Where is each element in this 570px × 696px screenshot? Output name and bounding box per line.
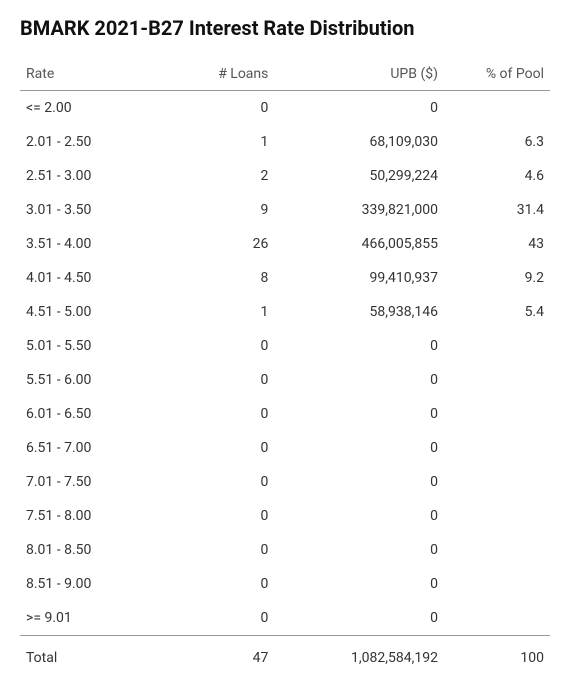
table-row: <= 2.00 0 0 xyxy=(20,91,550,126)
total-pct: 100 xyxy=(444,636,550,681)
cell-pct: 6.3 xyxy=(444,125,550,159)
cell-pct xyxy=(444,499,550,533)
cell-pct xyxy=(444,465,550,499)
cell-rate: 6.51 - 7.00 xyxy=(20,431,168,465)
cell-loans: 0 xyxy=(168,329,274,363)
cell-upb: 0 xyxy=(274,499,444,533)
table-row: 5.51 - 6.00 0 0 xyxy=(20,363,550,397)
table-row: 7.01 - 7.50 0 0 xyxy=(20,465,550,499)
table-header-row: Rate # Loans UPB ($) % of Pool xyxy=(20,58,550,91)
page-title: BMARK 2021-B27 Interest Rate Distributio… xyxy=(20,16,550,40)
table-row: 8.01 - 8.50 0 0 xyxy=(20,533,550,567)
total-label: Total xyxy=(20,636,168,681)
cell-pct xyxy=(444,567,550,601)
cell-upb: 0 xyxy=(274,329,444,363)
cell-pct xyxy=(444,601,550,636)
cell-pct: 4.6 xyxy=(444,159,550,193)
cell-rate: 8.01 - 8.50 xyxy=(20,533,168,567)
cell-upb: 0 xyxy=(274,431,444,465)
cell-rate: 2.51 - 3.00 xyxy=(20,159,168,193)
col-header-rate: Rate xyxy=(20,58,168,91)
cell-upb: 99,410,937 xyxy=(274,261,444,295)
table-row: 6.01 - 6.50 0 0 xyxy=(20,397,550,431)
cell-upb: 0 xyxy=(274,465,444,499)
cell-loans: 8 xyxy=(168,261,274,295)
table-total-row: Total 47 1,082,584,192 100 xyxy=(20,636,550,681)
cell-pct xyxy=(444,397,550,431)
cell-loans: 0 xyxy=(168,533,274,567)
cell-rate: 2.01 - 2.50 xyxy=(20,125,168,159)
cell-loans: 0 xyxy=(168,465,274,499)
cell-loans: 1 xyxy=(168,125,274,159)
table-row: 7.51 - 8.00 0 0 xyxy=(20,499,550,533)
table-row: 2.51 - 3.00 2 50,299,224 4.6 xyxy=(20,159,550,193)
total-upb: 1,082,584,192 xyxy=(274,636,444,681)
table-row: 4.01 - 4.50 8 99,410,937 9.2 xyxy=(20,261,550,295)
cell-loans: 0 xyxy=(168,397,274,431)
table-row: 6.51 - 7.00 0 0 xyxy=(20,431,550,465)
cell-upb: 0 xyxy=(274,601,444,636)
cell-rate: 4.01 - 4.50 xyxy=(20,261,168,295)
cell-loans: 26 xyxy=(168,227,274,261)
cell-rate: 7.01 - 7.50 xyxy=(20,465,168,499)
cell-rate: 7.51 - 8.00 xyxy=(20,499,168,533)
cell-loans: 0 xyxy=(168,91,274,126)
cell-upb: 0 xyxy=(274,533,444,567)
cell-pct xyxy=(444,431,550,465)
table-row: 5.01 - 5.50 0 0 xyxy=(20,329,550,363)
cell-loans: 0 xyxy=(168,431,274,465)
cell-loans: 0 xyxy=(168,363,274,397)
table-row: 2.01 - 2.50 1 68,109,030 6.3 xyxy=(20,125,550,159)
cell-upb: 0 xyxy=(274,91,444,126)
col-header-loans: # Loans xyxy=(168,58,274,91)
cell-rate: 5.51 - 6.00 xyxy=(20,363,168,397)
cell-loans: 1 xyxy=(168,295,274,329)
col-header-pct: % of Pool xyxy=(444,58,550,91)
cell-pct xyxy=(444,329,550,363)
table-row: 8.51 - 9.00 0 0 xyxy=(20,567,550,601)
cell-rate: 5.01 - 5.50 xyxy=(20,329,168,363)
cell-upb: 50,299,224 xyxy=(274,159,444,193)
cell-upb: 58,938,146 xyxy=(274,295,444,329)
cell-pct: 9.2 xyxy=(444,261,550,295)
col-header-upb: UPB ($) xyxy=(274,58,444,91)
cell-loans: 0 xyxy=(168,601,274,636)
table-row: >= 9.01 0 0 xyxy=(20,601,550,636)
cell-loans: 2 xyxy=(168,159,274,193)
cell-upb: 0 xyxy=(274,363,444,397)
cell-rate: <= 2.00 xyxy=(20,91,168,126)
cell-rate: 3.01 - 3.50 xyxy=(20,193,168,227)
cell-upb: 0 xyxy=(274,397,444,431)
table-total-body: Total 47 1,082,584,192 100 xyxy=(20,636,550,681)
cell-loans: 0 xyxy=(168,499,274,533)
total-loans: 47 xyxy=(168,636,274,681)
cell-pct: 43 xyxy=(444,227,550,261)
cell-pct: 5.4 xyxy=(444,295,550,329)
cell-loans: 0 xyxy=(168,567,274,601)
cell-pct: 31.4 xyxy=(444,193,550,227)
rate-distribution-table: Rate # Loans UPB ($) % of Pool <= 2.00 0… xyxy=(20,58,550,680)
cell-upb: 68,109,030 xyxy=(274,125,444,159)
cell-rate: 3.51 - 4.00 xyxy=(20,227,168,261)
cell-pct xyxy=(444,533,550,567)
table-body: <= 2.00 0 0 2.01 - 2.50 1 68,109,030 6.3… xyxy=(20,91,550,636)
cell-rate: >= 9.01 xyxy=(20,601,168,636)
cell-upb: 0 xyxy=(274,567,444,601)
table-row: 3.01 - 3.50 9 339,821,000 31.4 xyxy=(20,193,550,227)
cell-rate: 6.01 - 6.50 xyxy=(20,397,168,431)
table-row: 4.51 - 5.00 1 58,938,146 5.4 xyxy=(20,295,550,329)
cell-pct xyxy=(444,91,550,126)
cell-upb: 466,005,855 xyxy=(274,227,444,261)
cell-pct xyxy=(444,363,550,397)
cell-loans: 9 xyxy=(168,193,274,227)
cell-upb: 339,821,000 xyxy=(274,193,444,227)
table-row: 3.51 - 4.00 26 466,005,855 43 xyxy=(20,227,550,261)
cell-rate: 8.51 - 9.00 xyxy=(20,567,168,601)
cell-rate: 4.51 - 5.00 xyxy=(20,295,168,329)
